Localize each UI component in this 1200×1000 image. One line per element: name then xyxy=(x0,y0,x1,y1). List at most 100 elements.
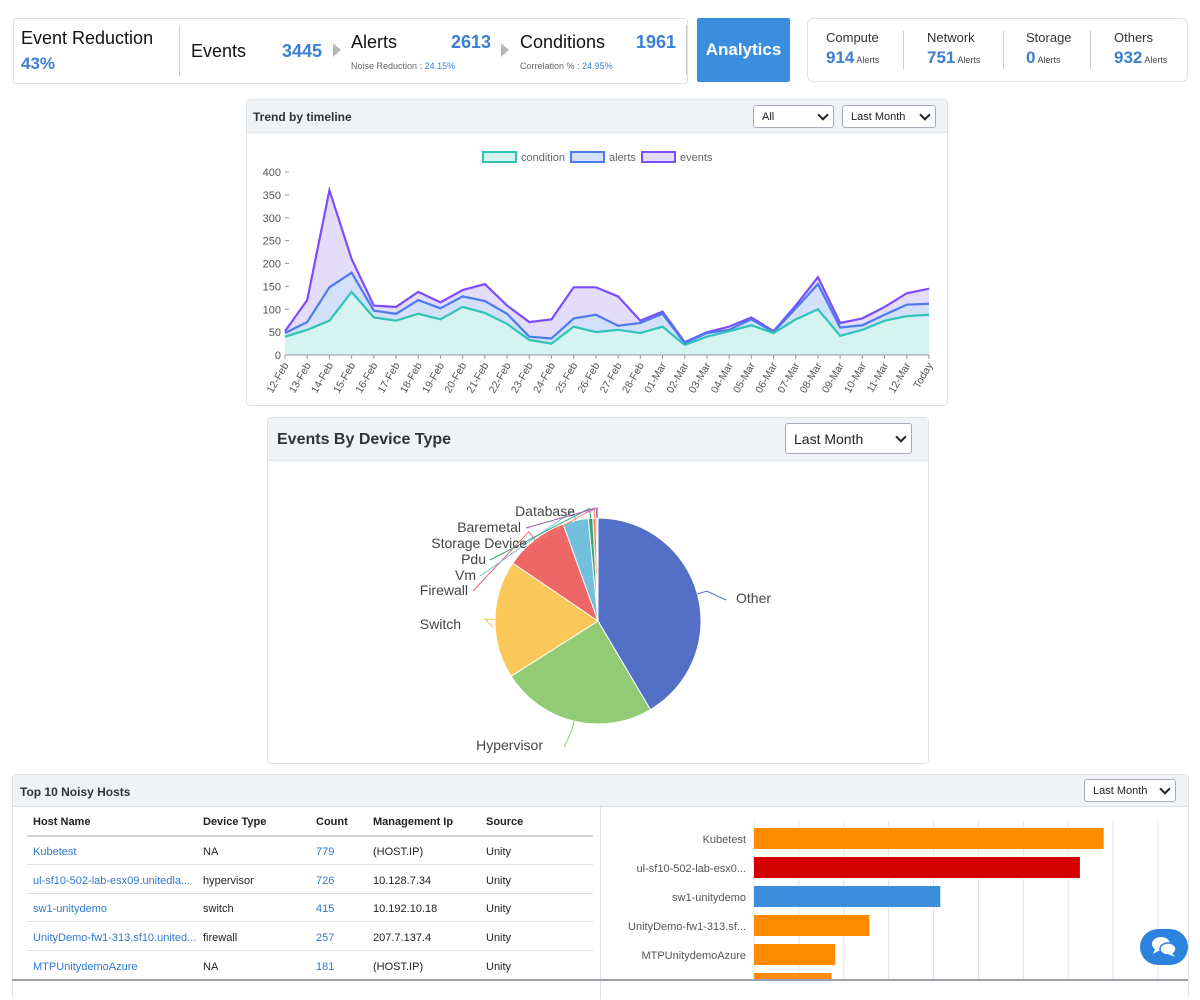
category-unit: Alerts xyxy=(1144,55,1168,65)
pie-label: Vm xyxy=(455,567,476,583)
management-ip-cell: 207.7.137.4 xyxy=(373,932,432,944)
column-header[interactable]: Host Name xyxy=(33,816,91,828)
host-name-link[interactable]: UnityDemo-fw1-313.sf10.united... xyxy=(33,932,197,944)
count-link[interactable]: 257 xyxy=(316,932,335,944)
bar-label: sw1-unitydemo xyxy=(672,892,746,904)
hosts-panel-title: Top 10 Noisy Hosts xyxy=(20,785,131,799)
device-pie-chart: Other Hypervisor Switch FirewallVmPduStorag… xyxy=(420,503,772,753)
divider xyxy=(12,979,1188,981)
correlation-label: Correlation % : xyxy=(520,61,580,71)
host-name-link[interactable]: MTPUnitydemoAzure xyxy=(33,961,138,973)
legend-swatch-condition xyxy=(482,151,517,163)
pie-label: Hypervisor xyxy=(476,737,543,753)
category-value: 751 xyxy=(927,48,956,67)
bar xyxy=(754,857,1080,878)
bar-label: UnityDemo-fw1-313.sf... xyxy=(628,921,746,933)
trend-panel: Trend by timeline All Last Month conditi… xyxy=(246,99,948,406)
category-name: Others xyxy=(1114,30,1154,45)
hosts-panel: Top 10 Noisy Hosts Last Month Host Name … xyxy=(12,774,1189,999)
series-line-alerts xyxy=(284,271,930,345)
period-select-value: Last Month xyxy=(851,110,906,123)
category-network[interactable]: Network 751 Alerts xyxy=(927,30,980,68)
category-storage[interactable]: Storage 0 Alerts xyxy=(1026,30,1072,68)
filter-select-value: All xyxy=(762,110,775,123)
y-tick-label: 350 xyxy=(263,190,281,202)
analytics-button[interactable]: Analytics xyxy=(697,18,790,82)
series-area-condition xyxy=(285,291,929,355)
device-type-cell: switch xyxy=(203,903,234,915)
pie-slice-other xyxy=(597,517,702,711)
pie-label-line xyxy=(483,618,496,628)
pie-label-line xyxy=(563,721,575,748)
bar-label: MTPUnitydemoAzure xyxy=(641,950,746,962)
filter-select[interactable]: All xyxy=(753,105,834,128)
conditions-count[interactable]: 1961 xyxy=(636,32,677,52)
column-header[interactable]: Count xyxy=(316,816,348,828)
pie-slice-database xyxy=(596,517,599,622)
pie-label: Database xyxy=(515,503,575,519)
period-select[interactable]: Last Month xyxy=(842,105,936,128)
count-link[interactable]: 181 xyxy=(316,961,335,973)
divider xyxy=(1090,31,1091,69)
bar xyxy=(754,915,870,936)
column-header[interactable]: Source xyxy=(486,816,524,828)
legend-swatch-alerts xyxy=(570,151,605,163)
source-cell: Unity xyxy=(486,875,512,887)
alerts-title: Alerts xyxy=(351,32,398,52)
category-others[interactable]: Others 932 Alerts xyxy=(1114,30,1167,68)
events-count[interactable]: 3445 xyxy=(282,41,323,61)
device-type-cell: hypervisor xyxy=(203,875,254,887)
chat-button[interactable] xyxy=(1140,929,1188,965)
pie-label-line xyxy=(472,530,536,592)
column-header[interactable]: Management Ip xyxy=(373,816,454,828)
pie-label-line xyxy=(489,507,592,561)
host-name-link[interactable]: ul-sf10-502-lab-esx09.unitedla... xyxy=(33,875,191,887)
correlation-value: 24.95% xyxy=(582,61,613,71)
series-line-events xyxy=(284,185,930,344)
category-compute[interactable]: Compute 914 Alerts xyxy=(826,30,879,68)
pie-label: Other xyxy=(736,590,771,606)
management-ip-cell: (HOST.IP) xyxy=(373,961,424,973)
device-period-value: Last Month xyxy=(794,430,864,447)
y-tick-label: 400 xyxy=(263,167,281,179)
divider xyxy=(27,835,593,837)
hosts-period-select[interactable]: Last Month xyxy=(1084,779,1176,802)
bar xyxy=(754,973,832,981)
source-cell: Unity xyxy=(486,903,512,915)
correlation: Correlation % : 24.95% xyxy=(520,61,613,71)
hosts-bar-chart: Kubetest ul-sf10-502-lab-esx0... sw1-unity… xyxy=(628,821,1159,981)
divider xyxy=(179,26,180,76)
category-value: 932 xyxy=(1114,48,1143,67)
event-reduction-title: Event Reduction xyxy=(21,28,154,48)
count-link[interactable]: 779 xyxy=(316,846,335,858)
host-name-link[interactable]: sw1-unitydemo xyxy=(33,903,107,915)
bar xyxy=(754,886,941,907)
count-link[interactable]: 415 xyxy=(316,903,335,915)
category-value: 914 xyxy=(826,48,855,67)
device-period-select[interactable]: Last Month xyxy=(785,423,912,454)
column-header[interactable]: Device Type xyxy=(203,816,267,828)
pie-label-line xyxy=(697,590,727,601)
category-unit: Alerts xyxy=(1037,55,1061,65)
category-unit: Alerts xyxy=(957,55,981,65)
host-name-link[interactable]: Kubetest xyxy=(33,846,77,858)
alerts-count[interactable]: 2613 xyxy=(451,32,492,52)
management-ip-cell: 10.192.10.18 xyxy=(373,903,438,915)
conditions-title: Conditions xyxy=(520,32,606,52)
y-tick-label: 300 xyxy=(263,213,281,225)
chevron-down-icon xyxy=(817,108,829,121)
bar-label: Kubetest xyxy=(703,834,746,846)
source-cell: Unity xyxy=(486,961,512,973)
series-line-condition xyxy=(284,290,930,347)
legend-label: events xyxy=(680,152,713,164)
y-tick-label: 100 xyxy=(263,304,281,316)
x-tick-label: 12-Mar xyxy=(886,360,913,395)
category-name: Storage xyxy=(1026,30,1072,45)
trend-panel-header: Trend by timeline All Last Month xyxy=(247,100,947,133)
pie-slice-switch xyxy=(494,562,599,677)
pie-label: Firewall xyxy=(420,582,468,598)
divider xyxy=(686,25,687,75)
management-ip-cell: 10.128.7.34 xyxy=(373,875,432,887)
chevron-down-icon xyxy=(1159,782,1171,795)
count-link[interactable]: 726 xyxy=(316,875,335,887)
